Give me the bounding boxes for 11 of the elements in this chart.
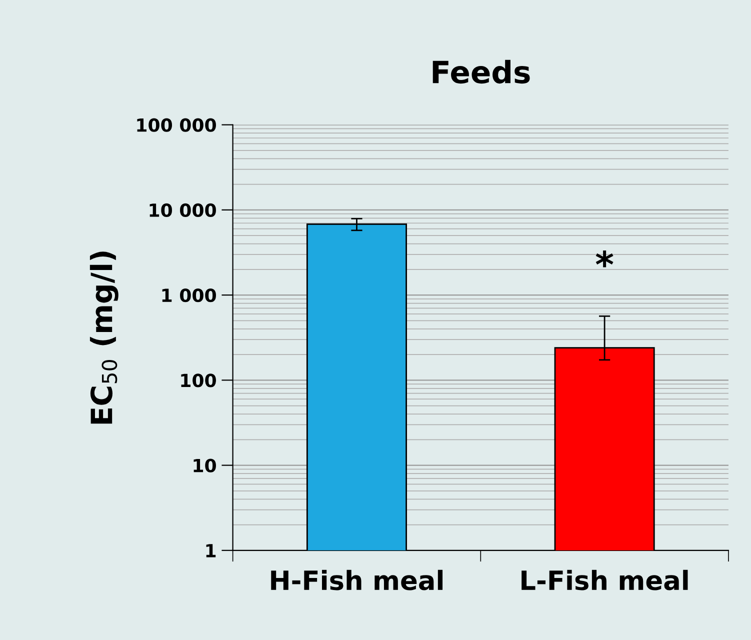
- y-tick-label: 100: [181, 374, 216, 388]
- y-tick-label: 10: [194, 458, 216, 472]
- y-tick-label: 1 000: [162, 288, 216, 302]
- x-tick-label: L-Fish meal: [522, 570, 688, 590]
- y-tick-label: 1: [206, 544, 216, 558]
- y-axis-title: EC$_{50}$ (mg/l): [90, 252, 118, 424]
- x-tick-label: H-Fish meal: [271, 570, 443, 590]
- annotation: *: [596, 250, 614, 268]
- y-tick-label: 10 000: [150, 203, 216, 218]
- chart-title: Feeds: [432, 60, 530, 84]
- y-tick-label: 100 000: [137, 118, 216, 132]
